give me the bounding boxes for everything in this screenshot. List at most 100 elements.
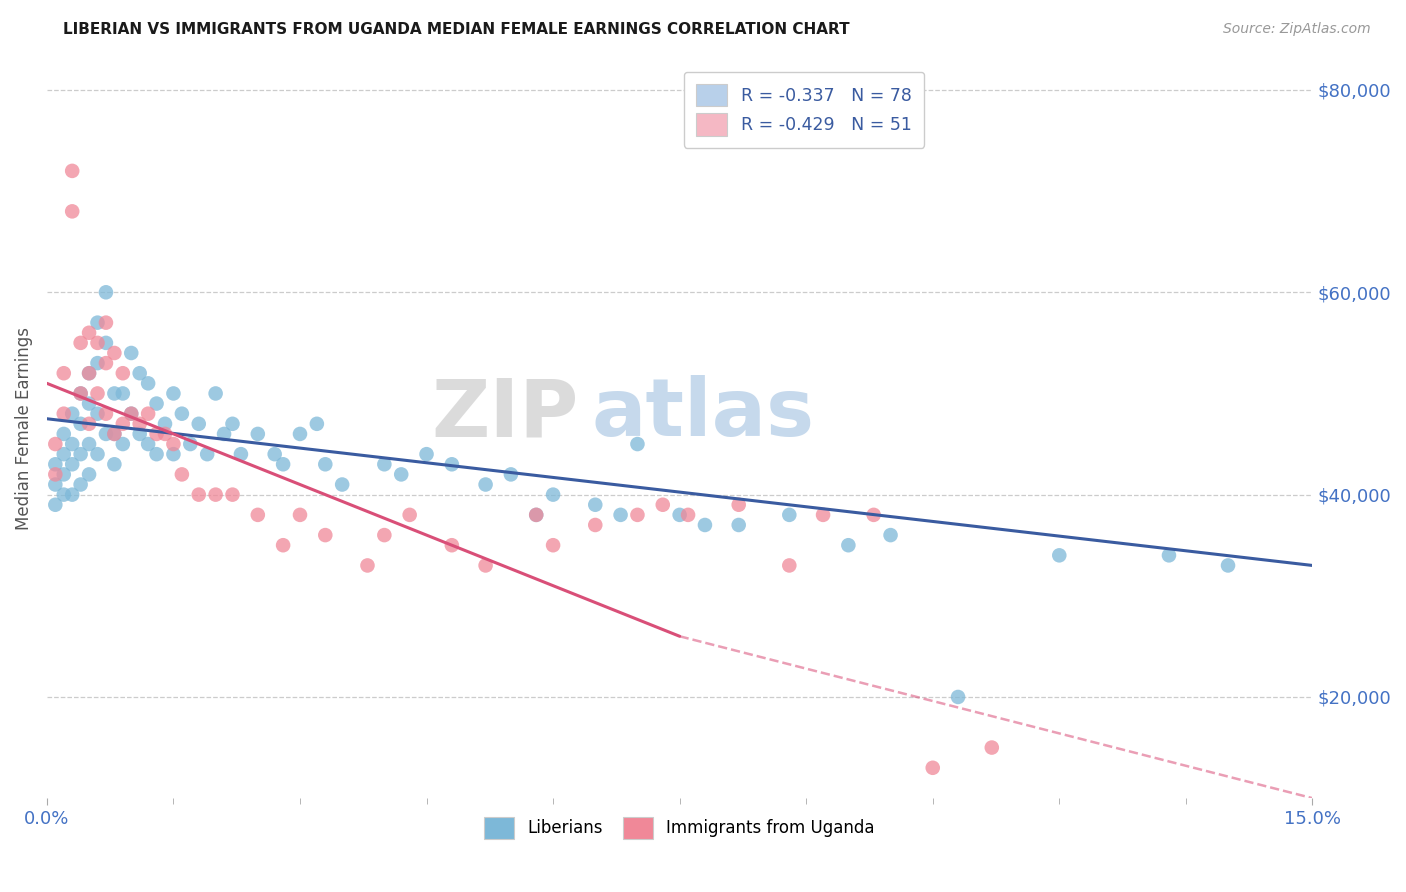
- Point: [86, 335, 108, 350]
- Point: [862, 508, 884, 522]
- Point: [187, 488, 209, 502]
- Point: [195, 447, 218, 461]
- Point: [120, 407, 142, 421]
- Point: [120, 407, 142, 421]
- Point: [389, 467, 412, 482]
- Point: [77, 326, 100, 340]
- Point: [69, 335, 91, 350]
- Point: [111, 386, 134, 401]
- Point: [398, 508, 420, 522]
- Point: [583, 518, 606, 533]
- Point: [727, 498, 749, 512]
- Point: [499, 467, 522, 482]
- Point: [204, 386, 226, 401]
- Point: [69, 477, 91, 491]
- Point: [77, 437, 100, 451]
- Point: [103, 426, 125, 441]
- Point: [676, 508, 699, 522]
- Point: [288, 426, 311, 441]
- Point: [136, 437, 159, 451]
- Point: [44, 467, 66, 482]
- Point: [288, 508, 311, 522]
- Point: [111, 437, 134, 451]
- Point: [246, 426, 269, 441]
- Point: [103, 346, 125, 360]
- Point: [221, 488, 243, 502]
- Point: [136, 407, 159, 421]
- Point: [314, 457, 336, 471]
- Point: [69, 417, 91, 431]
- Point: [69, 386, 91, 401]
- Point: [415, 447, 437, 461]
- Point: [69, 447, 91, 461]
- Point: [314, 528, 336, 542]
- Text: atlas: atlas: [591, 376, 814, 453]
- Point: [373, 528, 395, 542]
- Point: [103, 457, 125, 471]
- Point: [271, 457, 294, 471]
- Point: [1047, 549, 1070, 563]
- Point: [263, 447, 285, 461]
- Point: [162, 447, 184, 461]
- Point: [111, 417, 134, 431]
- Point: [128, 426, 150, 441]
- Point: [541, 538, 564, 552]
- Point: [162, 386, 184, 401]
- Point: [94, 407, 117, 421]
- Point: [1216, 558, 1239, 573]
- Point: [153, 426, 176, 441]
- Point: [86, 386, 108, 401]
- Point: [440, 538, 463, 552]
- Point: [120, 346, 142, 360]
- Point: [811, 508, 834, 522]
- Point: [86, 447, 108, 461]
- Point: [103, 386, 125, 401]
- Point: [52, 407, 75, 421]
- Point: [204, 488, 226, 502]
- Point: [94, 316, 117, 330]
- Point: [77, 366, 100, 380]
- Point: [626, 437, 648, 451]
- Point: [179, 437, 201, 451]
- Point: [626, 508, 648, 522]
- Point: [77, 467, 100, 482]
- Point: [94, 285, 117, 300]
- Point: [980, 740, 1002, 755]
- Point: [1157, 549, 1180, 563]
- Point: [60, 457, 83, 471]
- Point: [474, 477, 496, 491]
- Point: [52, 488, 75, 502]
- Point: [77, 396, 100, 410]
- Point: [60, 437, 83, 451]
- Text: Source: ZipAtlas.com: Source: ZipAtlas.com: [1223, 22, 1371, 37]
- Point: [86, 407, 108, 421]
- Point: [136, 376, 159, 391]
- Point: [778, 508, 800, 522]
- Point: [879, 528, 901, 542]
- Point: [77, 366, 100, 380]
- Point: [524, 508, 547, 522]
- Point: [440, 457, 463, 471]
- Point: [86, 356, 108, 370]
- Point: [60, 488, 83, 502]
- Point: [94, 356, 117, 370]
- Point: [44, 498, 66, 512]
- Point: [837, 538, 859, 552]
- Point: [229, 447, 252, 461]
- Y-axis label: Median Female Earnings: Median Female Earnings: [15, 327, 32, 531]
- Point: [145, 447, 167, 461]
- Point: [187, 417, 209, 431]
- Point: [153, 417, 176, 431]
- Legend: Liberians, Immigrants from Uganda: Liberians, Immigrants from Uganda: [478, 811, 882, 846]
- Point: [778, 558, 800, 573]
- Point: [330, 477, 353, 491]
- Point: [44, 437, 66, 451]
- Point: [60, 164, 83, 178]
- Point: [94, 426, 117, 441]
- Point: [221, 417, 243, 431]
- Point: [305, 417, 328, 431]
- Text: ZIP: ZIP: [432, 376, 578, 453]
- Point: [271, 538, 294, 552]
- Point: [246, 508, 269, 522]
- Point: [52, 467, 75, 482]
